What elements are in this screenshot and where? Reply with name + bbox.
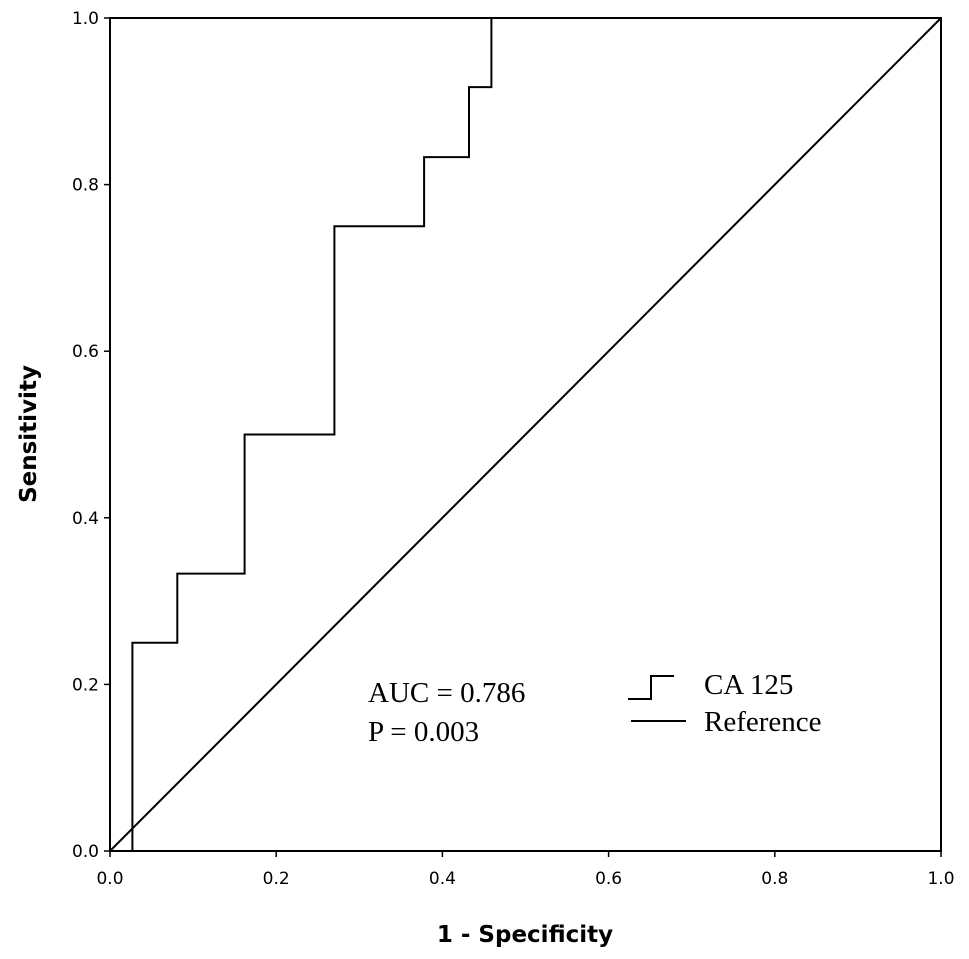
auc-annotation: AUC = 0.786 [368, 677, 525, 709]
series-line-reference [109, 17, 942, 852]
y-tick-label: 0.4 [72, 509, 99, 529]
legend: CA 125 Reference [628, 669, 822, 738]
x-tick-label: 0.8 [761, 869, 788, 889]
series-line-ca-125 [110, 17, 941, 852]
x-tick-label: 1.0 [927, 869, 954, 889]
p-value-annotation: P = 0.003 [368, 716, 479, 748]
y-tick-label: 0.2 [72, 675, 99, 695]
legend-label-reference: Reference [704, 706, 822, 738]
y-axis-ticks: 0.0 0.2 0.4 0.6 0.8 1.0 [72, 9, 110, 862]
x-tick-label: 0.6 [595, 869, 622, 889]
legend-label-ca125: CA 125 [704, 669, 793, 701]
x-tick-label: 0.2 [263, 869, 290, 889]
y-tick-label: 0.8 [72, 176, 99, 196]
y-axis-label: Sensitivity [16, 365, 42, 503]
y-tick-label: 0.0 [72, 842, 99, 862]
x-axis-label: 1 - Specificity [437, 922, 613, 948]
legend-swatch-ca125 [628, 675, 674, 700]
y-tick-label: 1.0 [72, 9, 99, 29]
y-tick-label: 0.6 [72, 342, 99, 362]
x-axis-ticks: 0.0 0.2 0.4 0.6 0.8 1.0 [96, 851, 955, 889]
x-tick-label: 0.0 [96, 869, 123, 889]
x-tick-label: 0.4 [429, 869, 456, 889]
series-layer [109, 17, 942, 852]
